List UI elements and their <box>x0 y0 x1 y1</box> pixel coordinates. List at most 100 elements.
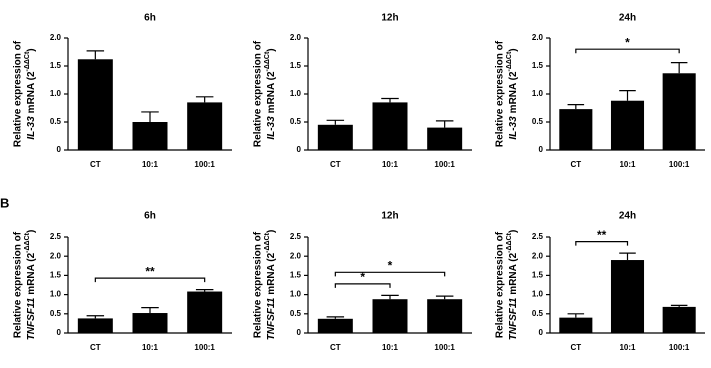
y-tick-label: 1.0 <box>50 290 62 299</box>
x-tick-label: 100:1 <box>669 160 690 169</box>
x-tick-label: CT <box>570 160 581 169</box>
error-bar <box>567 104 585 110</box>
error-bar <box>141 307 159 314</box>
error-bar <box>670 62 688 74</box>
significance-bracket <box>334 271 446 277</box>
y-tick-label: 2.5 <box>50 232 62 241</box>
x-tick-label: 100:1 <box>434 160 455 169</box>
bar <box>662 73 696 150</box>
error-bar <box>86 50 105 60</box>
bar <box>662 306 696 333</box>
bar <box>187 291 223 333</box>
y-label-line: Relative expression of <box>253 40 264 147</box>
exponent: -ΔΔCt <box>264 51 271 71</box>
y-tick-label: 2.5 <box>532 232 544 241</box>
y-tick-label: 1.0 <box>290 89 302 98</box>
gene-name: IL-33 <box>26 116 37 140</box>
significance-bracket <box>575 241 629 246</box>
y-tick-label: 0 <box>297 328 302 337</box>
chart-title: 24h <box>619 13 636 24</box>
error-bar <box>435 295 454 300</box>
unit-text: ) <box>508 230 519 233</box>
x-tick-label: 100:1 <box>434 343 455 352</box>
y-tick-label: 1.5 <box>532 271 544 280</box>
bar <box>372 102 408 150</box>
y-label-line: Relative expression of <box>495 231 506 338</box>
y-tick-label: 1.0 <box>532 89 544 98</box>
exponent: -ΔΔCt <box>506 232 513 252</box>
y-tick-label: 2.0 <box>290 251 302 260</box>
y-label-line: Relative expression of <box>13 231 24 338</box>
y-tick-label: 2.0 <box>50 33 62 42</box>
x-tick-label: CT <box>90 343 101 352</box>
x-tick-label: CT <box>570 343 581 352</box>
significance-label: * <box>360 270 365 284</box>
x-tick-label: CT <box>330 343 341 352</box>
bar <box>187 102 223 150</box>
error-bar <box>435 120 454 128</box>
unit-text: mRNA (2 <box>508 71 519 113</box>
chart-title: 12h <box>381 13 398 24</box>
y-tick-label: 1.0 <box>50 89 62 98</box>
y-tick-label: 0.5 <box>532 117 544 126</box>
x-tick-label: 100:1 <box>194 160 215 169</box>
y-tick-label: 0 <box>57 145 62 154</box>
bar <box>132 313 168 333</box>
y-tick-label: 0.5 <box>50 117 62 126</box>
y-axis-label: Relative expression of TNFSF11 mRNA (2-ΔΔC… <box>495 230 519 341</box>
bar <box>317 318 353 333</box>
y-tick-label: 0 <box>57 328 62 337</box>
y-tick-label: 0 <box>297 145 302 154</box>
error-bar <box>326 119 345 125</box>
y-tick-label: 0 <box>539 328 544 337</box>
bar <box>77 59 113 150</box>
error-bar <box>619 252 636 261</box>
y-label-line: TNFSF11 mRNA (2-ΔΔCt) <box>264 230 277 341</box>
y-tick-label: 1.5 <box>290 61 302 70</box>
x-tick-label: CT <box>90 160 101 169</box>
y-tick-label: 0.5 <box>290 309 302 318</box>
error-bar <box>86 315 105 319</box>
unit-text: ) <box>26 48 37 51</box>
bar <box>317 124 353 150</box>
chart-title: 24h <box>619 211 636 222</box>
unit-text: ) <box>508 48 519 51</box>
chart-title: 6h <box>144 13 156 24</box>
exponent: -ΔΔCt <box>264 232 271 252</box>
x-tick-label: 100:1 <box>669 343 690 352</box>
error-bar <box>381 294 399 300</box>
error-bar <box>326 316 345 319</box>
error-bar <box>567 313 585 318</box>
bar <box>372 299 408 333</box>
y-axis-label: Relative expression of TNFSF11 mRNA (2-ΔΔC… <box>13 230 37 341</box>
y-label-line: TNFSF11 mRNA (2-ΔΔCt) <box>24 230 37 341</box>
error-bar <box>195 96 214 103</box>
unit-text: mRNA (2 <box>508 252 519 294</box>
y-axis-label: Relative expression of IL-33 mRNA (2-ΔΔCt) <box>13 40 37 147</box>
y-tick-label: 0 <box>539 145 544 154</box>
significance-label: ** <box>597 228 607 242</box>
y-tick-label: 1.5 <box>50 61 62 70</box>
y-tick-label: 0.5 <box>50 309 62 318</box>
bar <box>610 260 645 333</box>
exponent: -ΔΔCt <box>24 51 31 71</box>
unit-text: mRNA (2 <box>26 252 37 294</box>
chart-title: 12h <box>381 211 398 222</box>
significance-bracket <box>94 277 206 283</box>
y-label-line: IL-33 mRNA (2-ΔΔCt) <box>24 48 37 139</box>
unit-text: mRNA (2 <box>26 71 37 113</box>
exponent: -ΔΔCt <box>24 232 31 252</box>
y-label-line: TNFSF11 mRNA (2-ΔΔCt) <box>506 230 519 341</box>
y-label-line: IL-33 mRNA (2-ΔΔCt) <box>506 48 519 139</box>
bar <box>427 127 463 150</box>
bar <box>610 100 645 150</box>
unit-text: ) <box>26 230 37 233</box>
unit-text: mRNA (2 <box>266 252 277 294</box>
y-axis-label: Relative expression of TNFSF11 mRNA (2-ΔΔC… <box>253 230 277 341</box>
y-tick-label: 1.5 <box>532 61 544 70</box>
x-tick-label: CT <box>330 160 341 169</box>
unit-text: ) <box>266 230 277 233</box>
y-tick-label: 0.5 <box>290 117 302 126</box>
gene-name: TNFSF11 <box>266 297 277 340</box>
y-tick-label: 1.5 <box>290 271 302 280</box>
